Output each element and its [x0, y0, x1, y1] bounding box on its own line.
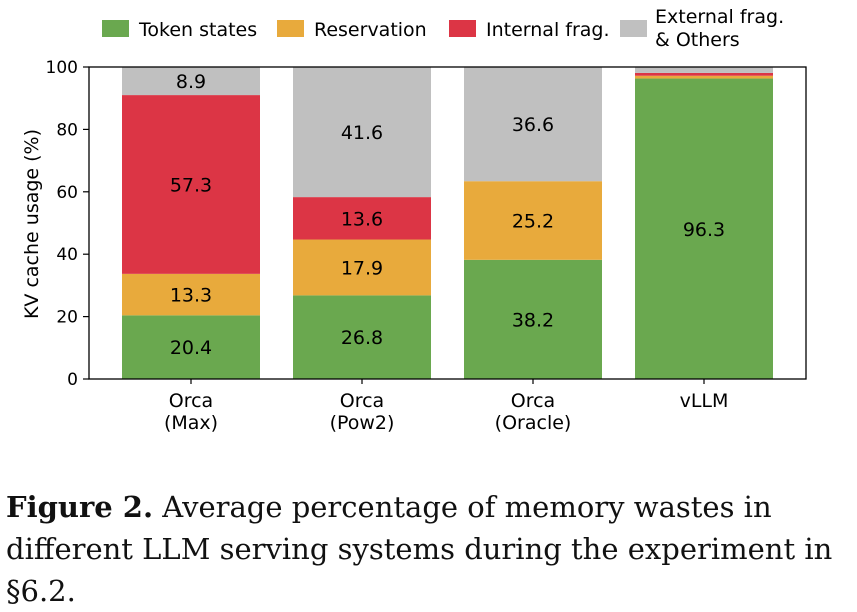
bar-segment: [122, 315, 260, 379]
y-tick-label: 60: [56, 183, 78, 203]
stacked-bar-chart: Token states Reservation Internal frag. Ext…: [21, 6, 807, 434]
caption-text: Average percentage of memory wastes in d…: [6, 490, 833, 608]
legend-swatch: [620, 20, 647, 37]
bar-segment: [293, 239, 431, 296]
x-tick-label: (Pow2): [330, 412, 395, 434]
data-label: 36.6: [512, 114, 554, 136]
bar-segment: [293, 67, 431, 198]
data-label: 20.4: [170, 337, 212, 359]
bar-segment: [122, 273, 260, 316]
data-label: 13.6: [341, 208, 383, 230]
bar-segment: [635, 75, 773, 79]
bar-segment: [122, 67, 260, 96]
y-tick-label: 40: [56, 245, 78, 265]
y-tick-label: 20: [56, 308, 78, 328]
bar-segment: [635, 67, 773, 73]
x-tick-label: Orca: [340, 390, 384, 412]
legend: Token states Reservation Internal frag. Ext…: [102, 6, 784, 51]
data-label: 41.6: [341, 122, 383, 144]
legend-label: External frag.: [655, 6, 784, 28]
axes-frame: [88, 66, 807, 380]
data-label: 38.2: [512, 309, 554, 331]
figure-caption: Figure 2. Average percentage of memory w…: [6, 486, 856, 612]
bar-segment: [635, 78, 773, 379]
legend-swatch: [449, 20, 476, 37]
data-label: 96.3: [683, 219, 725, 241]
bar-segment: [464, 259, 602, 379]
data-label: 8.9: [176, 71, 206, 93]
bar-segment: [635, 72, 773, 76]
data-label: 13.3: [170, 285, 212, 307]
y-axis-label: KV cache usage (%): [21, 129, 43, 319]
plot-area: 20.413.357.38.9Orca(Max)26.817.913.641.6…: [46, 58, 807, 434]
x-tick-label: Orca: [511, 390, 555, 412]
data-label: 57.3: [170, 174, 212, 196]
y-tick-label: 80: [56, 120, 78, 140]
legend-swatch: [277, 20, 304, 37]
legend-label: & Others: [655, 29, 740, 51]
legend-label: Internal frag.: [486, 19, 610, 41]
bar-segment: [293, 197, 431, 240]
legend-label: Reservation: [314, 19, 427, 41]
x-tick-label: vLLM: [680, 390, 729, 412]
data-label: 17.9: [341, 257, 383, 279]
data-label: 25.2: [512, 211, 554, 233]
x-tick-label: (Max): [164, 412, 218, 434]
x-tick-label: (Oracle): [495, 412, 572, 434]
data-label: 26.8: [341, 327, 383, 349]
bar-segment: [122, 95, 260, 274]
bar-segment: [293, 295, 431, 379]
legend-swatch: [102, 20, 129, 37]
legend-label: Token states: [138, 19, 257, 41]
y-tick-label: 100: [46, 58, 78, 78]
caption-label: Figure 2.: [6, 490, 154, 524]
bar-segment: [464, 181, 602, 260]
y-tick-label: 0: [67, 370, 78, 390]
bar-segment: [464, 67, 602, 182]
x-tick-label: Orca: [169, 390, 213, 412]
